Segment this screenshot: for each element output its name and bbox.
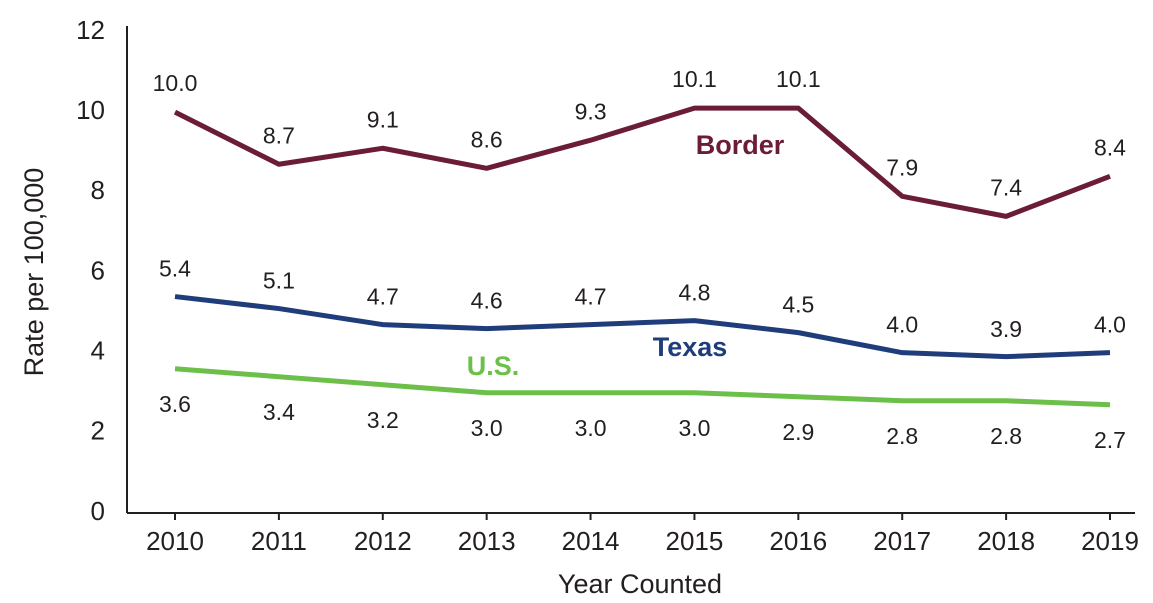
x-tick-label: 2015 [666,526,724,556]
data-label: 5.1 [263,268,295,294]
data-label: 3.4 [263,399,295,425]
y-tick-label: 0 [91,496,105,526]
data-label: 3.9 [990,316,1022,342]
x-tick-label: 2013 [458,526,516,556]
data-label: 3.6 [159,391,191,417]
data-label: 4.0 [886,312,918,338]
data-label: 4.6 [471,288,503,314]
series-name: Texas [653,332,728,362]
data-label: 3.0 [471,415,503,441]
data-label: 8.7 [263,122,295,148]
data-label: 2.7 [1094,427,1126,453]
series-line [174,366,1111,408]
data-label: 2.8 [886,423,918,449]
data-label: 5.4 [159,256,191,282]
data-label: 9.1 [367,106,399,132]
y-tick-label: 2 [91,416,105,446]
data-label: 7.9 [886,154,918,180]
data-label: 7.4 [990,174,1022,200]
data-label: 3.0 [575,415,607,441]
x-tick-label: 2010 [146,526,204,556]
y-tick-label: 12 [76,15,105,45]
x-tick-label: 2016 [769,526,827,556]
x-tick-label: 2012 [354,526,412,556]
series-name: U.S. [467,351,520,381]
data-label: 4.7 [367,284,399,310]
y-tick-label: 10 [76,95,105,125]
data-label: 2.9 [782,419,814,445]
y-tick-label: 4 [91,336,105,366]
y-tick-label: 8 [91,175,105,205]
x-tick-label: 2019 [1081,526,1139,556]
data-label: 10.1 [776,66,821,92]
data-label: 3.2 [367,407,399,433]
x-tick-label: 2017 [873,526,931,556]
x-tick-label: 2018 [977,526,1035,556]
data-label: 4.5 [782,292,814,318]
series-line [173,105,1111,219]
data-label: 4.7 [575,284,607,310]
series-name: Border [696,130,785,160]
data-label: 2.8 [990,423,1022,449]
x-tick-label: 2011 [251,526,307,556]
data-label: 8.4 [1094,134,1126,160]
data-label: 10.0 [153,70,198,96]
x-tick-label: 2014 [562,526,620,556]
data-label: 4.0 [1094,312,1126,338]
data-label: 4.8 [678,280,710,306]
y-axis-title: Rate per 100,000 [19,168,49,377]
data-label: 8.6 [471,126,503,152]
data-label: 9.3 [575,98,607,124]
series-line [174,294,1111,360]
data-label: 10.1 [672,66,717,92]
y-tick-label: 6 [91,255,105,285]
x-axis-title: Year Counted [558,569,722,599]
data-label: 3.0 [678,415,710,441]
